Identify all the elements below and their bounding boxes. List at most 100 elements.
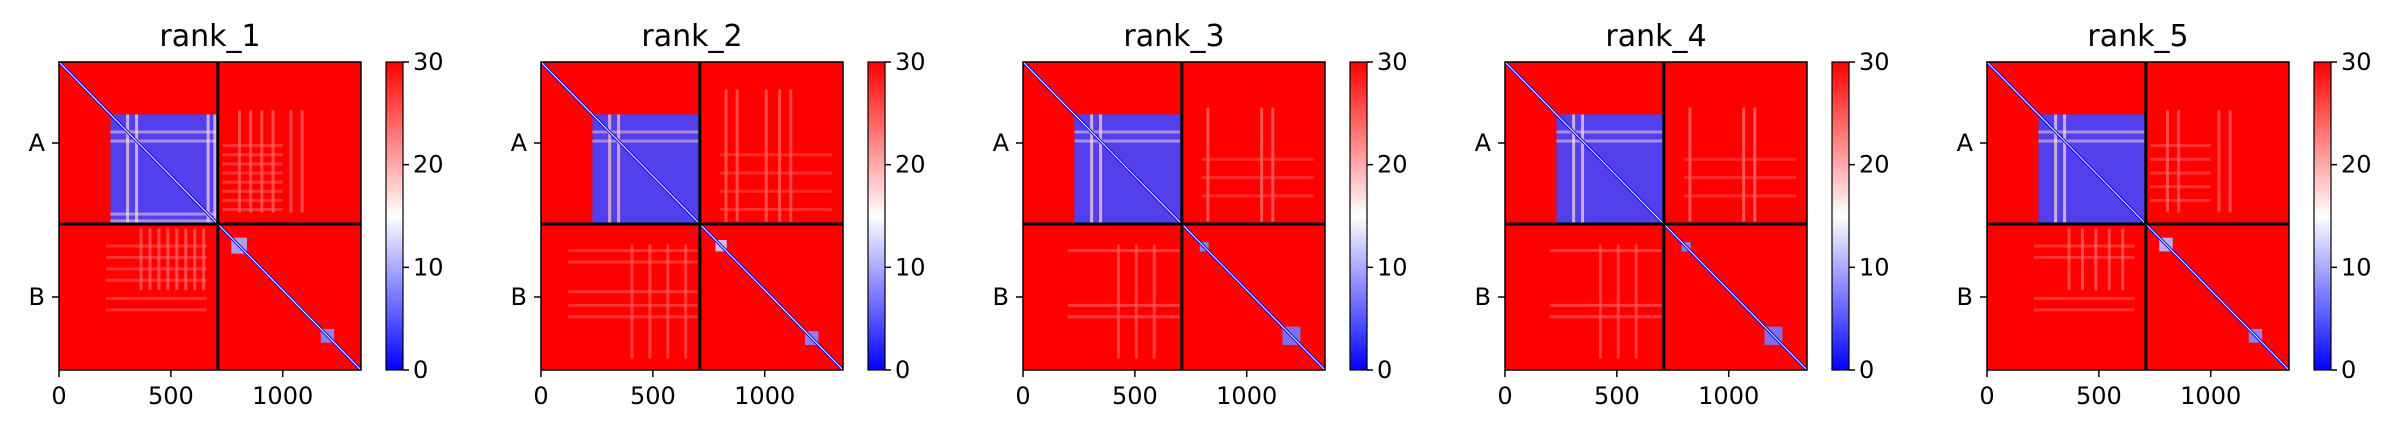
heatmap-band-5-1 bbox=[2177, 109, 2181, 213]
heatmap-band-sym-4-2 bbox=[222, 162, 283, 166]
heatmap-band-sym-5-2 bbox=[719, 189, 832, 193]
plot-frame bbox=[1986, 61, 2290, 371]
heatmap-band-sym-1-1 bbox=[1556, 139, 1664, 143]
x-tick-label: 1000 bbox=[1216, 382, 1277, 410]
heatmap-band-4-7 bbox=[202, 228, 206, 291]
panel-title: rank_5 bbox=[2087, 19, 2188, 54]
heatmap-cells bbox=[1987, 62, 2289, 370]
panel-title: rank_1 bbox=[159, 19, 260, 54]
heatmap-band-4-0 bbox=[1688, 107, 1692, 222]
heatmap-band-4-3 bbox=[2107, 228, 2111, 291]
heatmap-band-sym-4-2 bbox=[1549, 315, 1662, 319]
heatmap-band-1-0 bbox=[2054, 114, 2058, 224]
colorbar-tick-label: 30 bbox=[895, 48, 926, 76]
colorbar-tick-label: 20 bbox=[413, 151, 444, 179]
colorbar-tick-label: 0 bbox=[1859, 356, 1874, 384]
heatmap-band-1-1 bbox=[1581, 114, 1585, 224]
chain-label-A: A bbox=[1475, 129, 1492, 157]
panel-rank_2: rank_2 0 500 1000 A B 0 10 20 30 bbox=[511, 19, 926, 410]
heatmap-band-5-2 bbox=[1634, 244, 1638, 359]
heatmap-band-4-1 bbox=[1742, 107, 1746, 222]
heatmap-band-sym-4-1 bbox=[1067, 303, 1180, 307]
panel-rank_4: rank_4 0 500 1000 A B 0 10 20 30 bbox=[1475, 19, 1890, 410]
heatmap-band-sym-5-2 bbox=[1201, 194, 1314, 198]
heatmap-band-sym-5-0 bbox=[1683, 157, 1796, 161]
chain-label-B: B bbox=[1475, 283, 1491, 311]
heatmap-band-sym-1-0 bbox=[1556, 130, 1664, 134]
heatmap-band-sym-5-3 bbox=[719, 208, 832, 212]
colorbar-tick-label: 20 bbox=[1859, 151, 1890, 179]
heatmap-band-4-1 bbox=[148, 228, 152, 291]
heatmap-band-4-5 bbox=[184, 228, 188, 291]
heatmap-cells bbox=[1505, 62, 1807, 370]
heatmap-band-sym-4-6 bbox=[222, 198, 283, 202]
colorbar-tick-label: 0 bbox=[1377, 356, 1392, 384]
heatmap-band-5-4 bbox=[289, 109, 293, 213]
heatmap-band-sym-5-2 bbox=[2033, 296, 2135, 300]
heatmap-band-sym-5-2 bbox=[1683, 194, 1796, 198]
colorbar-tick-label: 10 bbox=[1859, 253, 1890, 281]
heatmap-band-1-0 bbox=[1572, 114, 1576, 224]
x-tick-label: 0 bbox=[533, 382, 548, 410]
chain-label-B: B bbox=[993, 283, 1009, 311]
heatmap-band-sym-5-0 bbox=[719, 153, 832, 157]
colorbar-tick-label: 20 bbox=[2341, 151, 2372, 179]
heatmap-band-5-0 bbox=[630, 244, 634, 359]
heatmap-band-4-6 bbox=[193, 228, 197, 291]
chain-label-A: A bbox=[511, 129, 528, 157]
heatmap-band-5-0 bbox=[1116, 244, 1120, 359]
x-tick-label: 0 bbox=[1015, 382, 1030, 410]
panel-title: rank_3 bbox=[1123, 19, 1224, 54]
colorbar-tick-label: 10 bbox=[2341, 253, 2372, 281]
heatmap-band-sym-5-1 bbox=[719, 171, 832, 175]
heatmap-band-sym-4-1 bbox=[222, 153, 283, 157]
plot-frame bbox=[1022, 61, 1326, 371]
heatmap-band-5-1 bbox=[1134, 244, 1138, 359]
heatmap-band-4-2 bbox=[1753, 107, 1757, 222]
heatmap-diagonal-core bbox=[1987, 62, 2289, 370]
heatmap-band-sym-5-0 bbox=[2033, 244, 2135, 248]
heatmap-band-sym-5-1 bbox=[2033, 255, 2135, 259]
x-tick-label: 500 bbox=[1112, 382, 1158, 410]
heatmap-band-sym-5-4 bbox=[105, 296, 207, 300]
heatmap-band-5-1 bbox=[648, 244, 652, 359]
heatmap-band-sym-1-0 bbox=[1074, 130, 1182, 134]
heatmap-band-sym-5-5 bbox=[105, 308, 207, 312]
heatmap-band-5-2 bbox=[1152, 244, 1156, 359]
plot-frame bbox=[1504, 61, 1808, 371]
chain-label-B: B bbox=[29, 283, 45, 311]
colorbar-tick-label: 10 bbox=[895, 253, 926, 281]
heatmap-band-5-0 bbox=[2165, 109, 2169, 213]
heatmap-band-5-3 bbox=[271, 109, 275, 213]
heatmap-band-sym-1-0 bbox=[110, 130, 218, 134]
heatmap-band-sym-1-1 bbox=[1074, 139, 1182, 143]
heatmap-band-sym-5-3 bbox=[2033, 308, 2135, 312]
heatmap-band-1-1 bbox=[1099, 114, 1103, 224]
heatmap-band-4-0 bbox=[1206, 107, 1210, 222]
heatmap-diagonal-core bbox=[541, 62, 843, 370]
heatmap-band-sym-4-7 bbox=[222, 208, 283, 212]
chain-label-A: A bbox=[29, 129, 46, 157]
heatmap-band-sym-5-2 bbox=[105, 267, 207, 271]
chain-label-B: B bbox=[511, 283, 527, 311]
heatmap-diagonal-core bbox=[1023, 62, 1325, 370]
colorbar-tick-label: 10 bbox=[1377, 253, 1408, 281]
x-tick-label: 500 bbox=[1594, 382, 1640, 410]
heatmap-band-4-2 bbox=[2094, 228, 2098, 291]
heatmap-band-5-0 bbox=[1598, 244, 1602, 359]
heatmap-band-sym-1-0 bbox=[592, 130, 700, 134]
heatmap-band-1-1 bbox=[2063, 114, 2067, 224]
heatmap-band-sym-4-0 bbox=[1067, 249, 1180, 253]
heatmap-band-sym-1-1 bbox=[2038, 139, 2146, 143]
heatmap-band-sym-5-0 bbox=[1201, 157, 1314, 161]
heatmap-band-4-0 bbox=[2067, 228, 2071, 291]
x-tick-label: 0 bbox=[1979, 382, 1994, 410]
colorbar-tick-label: 30 bbox=[413, 48, 444, 76]
colorbar-tick-label: 30 bbox=[1859, 48, 1890, 76]
heatmap-band-4-2 bbox=[157, 228, 161, 291]
heatmap-band-5-3 bbox=[684, 244, 688, 359]
heatmap-band-1-2 bbox=[206, 114, 210, 224]
heatmap-band-sym-4-5 bbox=[222, 189, 283, 193]
heatmap-band-5-2 bbox=[2217, 109, 2221, 213]
heatmap-band-4-3 bbox=[166, 228, 170, 291]
